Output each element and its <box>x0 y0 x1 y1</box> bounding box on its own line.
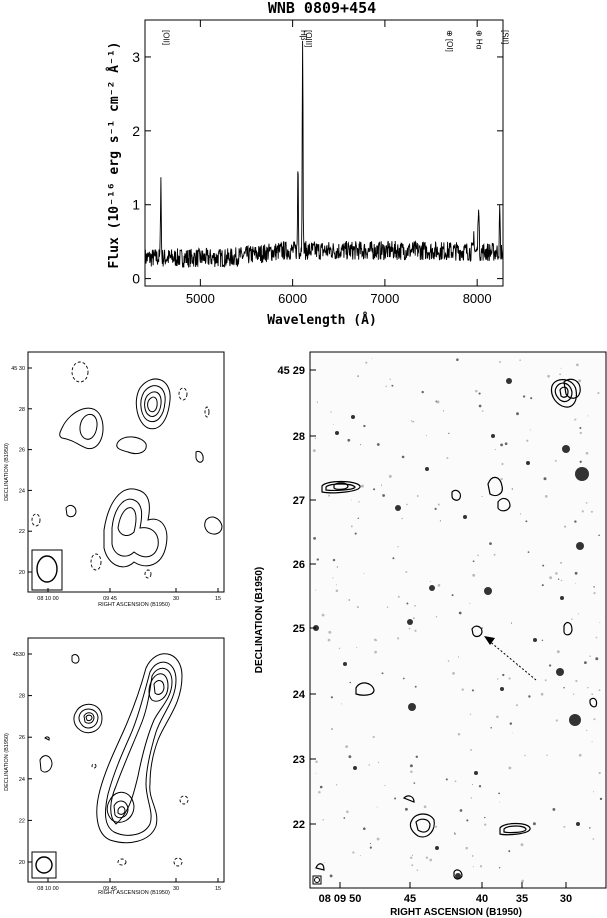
map-ytick-label: 26 <box>19 448 25 454</box>
optical-ytick-label: 22 <box>293 819 305 831</box>
map-ytick-label: 24 <box>19 488 25 494</box>
spectrum-xtick-label: 7000 <box>370 291 399 306</box>
map-xtick-label: 30 <box>173 596 179 602</box>
map-ytick-label: 28 <box>19 694 25 700</box>
map-xtick-label: 15 <box>215 596 221 602</box>
radio-map-bottom: 4530 28 26 24 22 20 08 10 00 09 45 30 15 RIGHT A… <box>4 637 225 896</box>
radio-map-top-ylabel: DECLINATION (B1950) <box>4 443 10 501</box>
spectrum-ytick-label: 3 <box>132 49 140 65</box>
optical-xtick-label: 08 09 50 <box>319 893 362 905</box>
map-xtick-label: 08 10 00 <box>37 886 58 892</box>
spectrum-line-labels: [OII] Hβ[OIII] ⊕ [OI] ⊕ Hα [SII] <box>162 30 510 52</box>
map-ytick-label: 20 <box>19 860 25 866</box>
optical-xtick-label: 40 <box>476 893 488 905</box>
optical-stars <box>313 378 589 879</box>
beam-ellipse-bottom <box>35 856 53 874</box>
spectrum-ytick-label: 2 <box>132 123 140 139</box>
optical-xtick-label: 30 <box>560 893 572 905</box>
spectrum-line-label: [SII] <box>500 30 509 44</box>
optical-beam-box <box>312 875 322 885</box>
spectrum-title: WNB 0809+454 <box>268 0 376 17</box>
map-ytick-label: 28 <box>19 407 25 413</box>
optical-ylabel: DECLINATION (B1950) <box>254 567 265 674</box>
spectrum-line-label: ⊕ [OI] <box>445 30 454 52</box>
target-arrow-head <box>484 636 495 645</box>
spectrum-xtick-label: 6000 <box>278 291 307 306</box>
radio-map-top-xlabel: RIGHT ASCENSION (B1950) <box>98 602 170 608</box>
radio-map-top-xticks: 08 10 00 09 45 30 15 <box>37 588 221 602</box>
spectrum-ytick-label: 0 <box>132 271 140 287</box>
optical-ytick-label: 28 <box>293 431 305 443</box>
map-ytick-label: 22 <box>19 529 25 535</box>
optical-ytick-label: 23 <box>293 754 305 766</box>
map-ytick-label: 24 <box>19 777 25 783</box>
beam-box-top <box>31 549 63 591</box>
optical-ytick-label: 25 <box>293 623 305 635</box>
map-xtick-label: 08 10 00 <box>37 596 58 602</box>
spectrum-ylabel: Flux (10⁻¹⁶ erg s⁻¹ cm⁻² Å⁻¹) <box>106 42 122 269</box>
radio-map-bottom-xticks: 08 10 00 09 45 30 15 <box>37 878 221 892</box>
map-ytick-label: 4530 <box>13 652 25 658</box>
optical-xticks: 08 09 50 45 40 35 30 <box>319 882 572 905</box>
spectrum-ytick-label: 1 <box>132 197 140 213</box>
optical-xtick-label: 35 <box>516 893 528 905</box>
optical-ytick-label: 24 <box>293 689 306 701</box>
optical-xlabel: RIGHT ASCENSION (B1950) <box>390 907 522 918</box>
spectrum-line-label: [OII] <box>162 30 171 45</box>
radio-map-top: 45 30 28 26 24 22 20 08 10 00 09 45 30 15 RIGHT … <box>4 351 225 608</box>
radio-map-bottom-frame <box>27 637 225 883</box>
map-ytick-label: 45 30 <box>11 366 25 372</box>
map-ytick-label: 26 <box>19 735 25 741</box>
optical-background-sources <box>312 358 603 883</box>
spectrum-panel: WNB 0809+454 0 1 2 3 5000 6000 7000 8000 [OII]… <box>106 0 509 328</box>
spectrum-xtick-label: 8000 <box>463 291 492 306</box>
radio-map-top-frame <box>27 351 225 593</box>
optical-xtick-label: 45 <box>404 893 416 905</box>
target-arrow <box>487 639 537 681</box>
map-xtick-label: 09 45 <box>103 886 117 892</box>
spectrum-xlabel: Wavelength (Å) <box>267 312 377 328</box>
spectrum-line-label: Hβ <box>299 30 308 41</box>
optical-frame <box>309 351 607 889</box>
optical-ytick-label: 27 <box>293 495 305 507</box>
radio-map-bottom-xlabel: RIGHT ASCENSION (B1950) <box>98 890 170 896</box>
spectrum-line-label: ⊕ Hα <box>474 30 483 50</box>
optical-beam <box>314 877 320 883</box>
spectrum-frame <box>144 19 504 287</box>
spectrum-xticks: 5000 6000 7000 8000 <box>186 20 492 306</box>
spectrum-trace <box>144 40 504 268</box>
map-ytick-label: 22 <box>19 818 25 824</box>
optical-ytick-label: 26 <box>293 559 305 571</box>
beam-box-bottom <box>31 851 57 879</box>
spectrum-xtick-label: 5000 <box>186 291 215 306</box>
map-xtick-label: 09 45 <box>103 596 117 602</box>
radio-map-bottom-ylabel: DECLINATION (B1950) <box>4 733 10 791</box>
optical-field: 45 29 28 27 26 25 24 23 22 08 09 50 45 40 35 30 RIG… <box>254 351 607 918</box>
map-xtick-label: 30 <box>173 886 179 892</box>
radio-map-bottom-yticks: 4530 28 26 24 22 20 <box>13 652 32 866</box>
optical-yticks: 45 29 28 27 26 25 24 23 22 <box>277 365 316 831</box>
radio-map-bottom-contours <box>39 653 183 844</box>
radio-map-top-yticks: 45 30 28 26 24 22 20 <box>11 366 32 576</box>
spectrum-line-label: [OIII] <box>304 30 313 47</box>
map-ytick-label: 20 <box>19 570 25 576</box>
map-xtick-label: 15 <box>215 886 221 892</box>
radio-map-top-contours <box>59 378 223 568</box>
optical-ytick-label: 45 29 <box>277 365 305 377</box>
beam-ellipse-top <box>36 555 58 583</box>
optical-radio-contours <box>315 378 598 880</box>
